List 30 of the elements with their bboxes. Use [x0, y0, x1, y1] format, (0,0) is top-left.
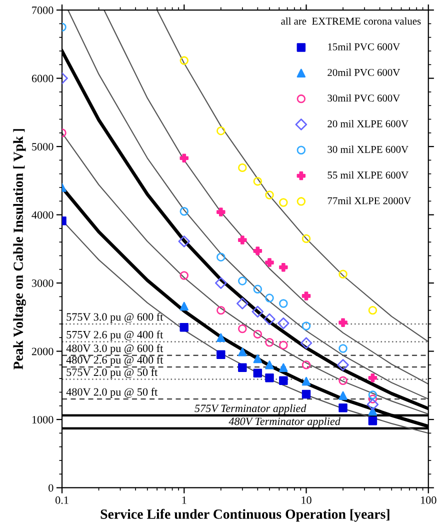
y-tick-label: 4000	[32, 211, 54, 219]
x-tick-label: 1	[182, 496, 186, 504]
ref-line-label: 480V 2.6 pu @ 400 ft	[66, 356, 164, 366]
y-tick-label: 2000	[32, 348, 54, 356]
y-tick-label: 6000	[32, 74, 54, 82]
ref-line-label: 480V 2.0 pu @ 50 ft	[66, 388, 158, 398]
ref-line-label: 480V 3.0 pu @ 600 ft	[66, 344, 164, 354]
y-tick-label: 1000	[32, 416, 54, 424]
ref-line-label: 575V 2.0 pu @ 50 ft	[66, 368, 158, 378]
legend-label: 30mil PVC 600V	[328, 94, 400, 102]
ref-line-label: 575V 3.0 pu @ 600 ft	[66, 312, 164, 323]
legend-label: 30 mil XLPE 600V	[328, 146, 408, 154]
y-axis-title: Peak Voltage on Cable Insulation [ Vpk ]	[13, 129, 26, 370]
x-tick-label: 100	[421, 496, 436, 504]
legend-label: 15mil PVC 600V	[328, 43, 400, 50]
legend-label: 55 mil XLPE 600V	[328, 171, 408, 179]
x-tick-label: 10	[302, 496, 312, 504]
y-tick-label: 0	[48, 484, 54, 492]
x-tick-label: 0.1	[56, 496, 68, 504]
x-axis-title: Service Life under Continuous Operation [years]	[100, 508, 390, 522]
ref-line-label: 480V Terminator applied	[228, 417, 340, 428]
legend-title: all are EXTREME corona values	[281, 17, 421, 25]
legend-label: 20 mil XLPE 600V	[328, 120, 408, 128]
y-tick-label: 3000	[32, 279, 54, 287]
legend-label: 20mil PVC 600V	[328, 68, 400, 76]
y-tick-label: 5000	[32, 143, 54, 150]
legend-label: 77mil XLPE 2000V	[328, 196, 412, 204]
y-tick-label: 7000	[32, 6, 54, 14]
ref-line-label: 575V 2.6 pu @ 400 ft	[66, 330, 164, 341]
ref-line-label: 575V Terminator applied	[194, 404, 306, 414]
